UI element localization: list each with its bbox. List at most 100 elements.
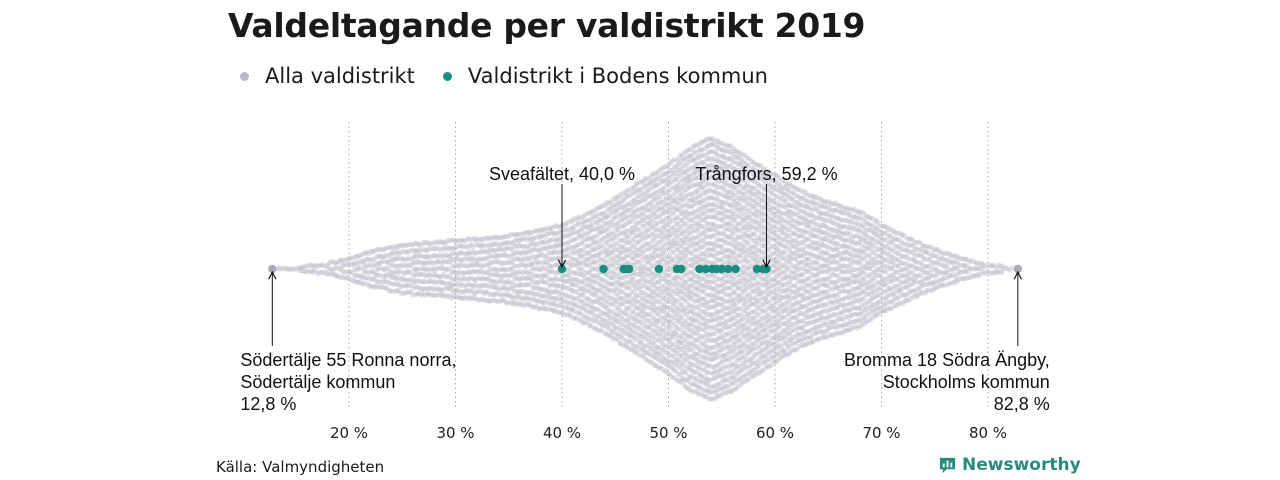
data-point-all (539, 265, 545, 271)
data-point-all (566, 253, 572, 259)
data-point-all (501, 247, 507, 253)
data-point-all (514, 237, 520, 243)
data-point-all (495, 299, 501, 305)
data-point-all (495, 286, 501, 292)
data-point-all (598, 288, 604, 294)
all-districts-points (275, 135, 1016, 402)
data-point-all (426, 285, 432, 292)
data-point-all (416, 290, 422, 296)
data-point-all (465, 245, 471, 251)
data-point-all (535, 279, 542, 285)
data-point-all (611, 195, 617, 202)
data-point-all (611, 204, 617, 210)
data-point-all (602, 220, 608, 226)
data-point-all (586, 309, 593, 315)
data-point-all (410, 292, 416, 298)
data-point-all (574, 242, 580, 248)
data-point-all (303, 263, 309, 269)
data-point-all (623, 292, 629, 299)
data-point-all (469, 288, 475, 294)
data-point-all (602, 291, 608, 297)
data-point-all (419, 286, 425, 292)
data-point-all (640, 205, 647, 211)
data-point-all (548, 244, 554, 250)
data-point-all (416, 266, 422, 272)
data-point-all (352, 266, 358, 272)
data-point-all (386, 280, 392, 286)
data-point-all (468, 248, 474, 255)
data-point-all (592, 306, 599, 312)
data-point-all (327, 266, 334, 273)
data-point-all (608, 230, 614, 236)
data-point-all (548, 307, 555, 313)
data-point-all (593, 298, 599, 304)
data-point-all (370, 269, 376, 275)
data-point-all (608, 288, 614, 294)
data-point-all (471, 290, 477, 296)
data-point-all (546, 269, 552, 275)
data-point-all (511, 262, 517, 268)
data-point-all (475, 250, 481, 256)
data-point-all (481, 242, 487, 248)
data-point-all (376, 246, 382, 252)
data-point-all (611, 310, 617, 316)
data-point-all (467, 282, 473, 288)
data-point-all (541, 227, 547, 233)
data-point-all (512, 232, 518, 238)
data-point-all (463, 283, 469, 289)
data-point-all (585, 231, 591, 237)
data-point-all (520, 257, 526, 263)
data-point-all (598, 327, 604, 333)
data-point-all (498, 266, 504, 272)
data-point-all (541, 234, 548, 240)
data-point-all (509, 258, 515, 264)
data-point-all (570, 296, 576, 302)
chart-title: Valdeltagande per valdistrikt 2019 (228, 6, 866, 45)
data-point-all (422, 292, 428, 298)
data-point-all (603, 202, 609, 208)
data-point-all (531, 241, 538, 247)
data-point-all (514, 282, 520, 289)
data-point-all (633, 182, 639, 188)
data-point-all (483, 269, 489, 275)
data-point-all (421, 240, 427, 246)
data-point-all (623, 260, 629, 266)
data-point-all (548, 283, 554, 289)
data-point-all (598, 225, 605, 231)
data-point-all (465, 236, 471, 242)
data-point-all (582, 302, 589, 308)
data-point-all (275, 266, 281, 272)
data-point-all (402, 290, 409, 296)
data-point-all (418, 279, 424, 285)
data-point-all (431, 246, 437, 252)
data-point-all (553, 231, 560, 237)
data-point-all (507, 280, 513, 286)
data-point-all (483, 262, 489, 268)
data-point-all (615, 200, 621, 206)
data-point-all (481, 256, 487, 262)
data-point-all (578, 271, 585, 277)
data-point-all (441, 245, 447, 251)
data-point-all (632, 196, 639, 202)
data-point-all (614, 194, 620, 200)
data-point-all (562, 233, 568, 239)
data-point-all (558, 309, 564, 316)
data-point-all (611, 270, 617, 276)
data-point-all (406, 262, 412, 268)
data-point-all (635, 325, 641, 331)
data-point-all (572, 296, 578, 302)
data-point-all (638, 334, 645, 340)
data-point-all (612, 241, 618, 247)
data-point-all (627, 227, 633, 233)
data-point-all (431, 271, 437, 277)
data-point-all (626, 332, 633, 338)
data-point-all (500, 278, 506, 284)
data-point-all (579, 240, 585, 246)
data-point-all (641, 323, 647, 329)
data-point-all (629, 205, 635, 211)
data-point-all (481, 270, 487, 276)
data-point-all (525, 249, 532, 255)
data-point-all (526, 235, 532, 241)
data-point-all (346, 257, 352, 263)
data-point-all (467, 255, 473, 261)
